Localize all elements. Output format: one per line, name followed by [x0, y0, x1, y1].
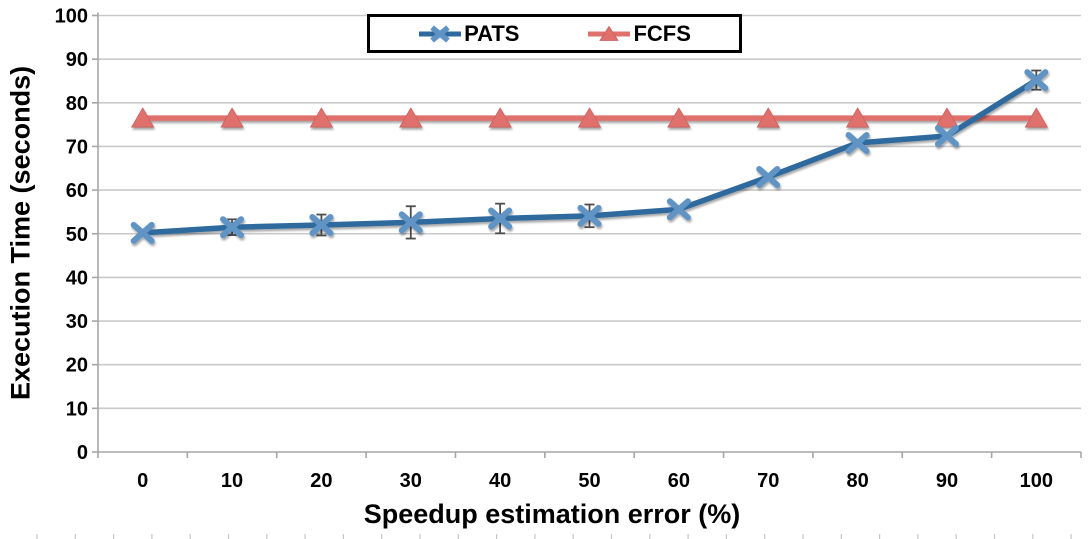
pats-data-point	[1024, 69, 1049, 92]
y-tick-label: 70	[66, 136, 88, 158]
pats-data-point	[488, 207, 513, 230]
pats-data-point	[398, 211, 423, 234]
y-tick-label: 100	[55, 6, 88, 28]
y-tick-label: 60	[66, 180, 88, 202]
x-tick-label: 60	[668, 470, 690, 492]
y-tick-label: 90	[66, 49, 88, 71]
x-tick-label: 50	[578, 470, 600, 492]
legend-item-fcfs: FCFS	[587, 20, 691, 46]
x-axis-title: Speedup estimation error (%)	[363, 499, 741, 529]
y-tick-label: 40	[66, 267, 88, 289]
fcfs-data-point	[756, 107, 780, 128]
legend-item-pats: PATS	[418, 20, 520, 46]
y-tick-label: 80	[66, 93, 88, 115]
x-tick-label: 30	[400, 470, 422, 492]
pats-series	[130, 69, 1049, 244]
x-tick-label: 10	[221, 470, 243, 492]
fcfs-data-point	[220, 107, 244, 128]
legend-label-pats: PATS	[464, 20, 520, 46]
pats-data-point	[845, 131, 870, 154]
x-tick-label: 70	[757, 470, 779, 492]
x-tick-label: 20	[310, 470, 332, 492]
fcfs-data-point	[577, 107, 602, 128]
pats-data-point	[130, 221, 155, 244]
legend: PATS FCFS	[367, 14, 742, 53]
fcfs-series	[130, 107, 1049, 128]
fcfs-data-point	[667, 107, 691, 128]
fcfs-data-point	[845, 107, 870, 128]
fcfs-data-point	[399, 107, 423, 128]
cropped-next-figure-ticks	[36, 534, 1072, 539]
pats-data-point	[577, 204, 602, 227]
y-axis-title: Execution Time (seconds)	[5, 65, 36, 401]
fcfs-data-point	[1024, 107, 1049, 128]
fcfs-data-point	[488, 107, 512, 128]
x-tick-label: 90	[936, 470, 958, 492]
gridlines	[98, 14, 1081, 410]
fcfs-data-point	[130, 107, 155, 128]
pats-data-point	[934, 124, 959, 147]
pats-data-point	[666, 198, 691, 221]
pats-marker-icon	[419, 24, 462, 43]
x-tick-label: 80	[846, 470, 868, 492]
x-tick-label: 100	[1020, 470, 1053, 492]
fcfs-data-point	[309, 107, 334, 128]
y-tick-label: 20	[66, 355, 88, 377]
x-tick-label: 0	[137, 470, 148, 492]
y-tick-label: 10	[66, 398, 88, 420]
y-tick-label: 50	[66, 224, 88, 246]
x-axis-tick-labels: 0 10 20 30 40 50 60 70 80 90 100	[137, 470, 1053, 492]
fcfs-marker-icon	[588, 25, 631, 41]
pats-data-point	[756, 166, 781, 189]
x-tick-label: 40	[489, 470, 511, 492]
legend-label-fcfs: FCFS	[633, 20, 691, 46]
y-tick-label: 30	[66, 311, 88, 333]
pats-data-point	[309, 214, 334, 237]
axes	[92, 12, 1082, 458]
pats-data-point	[220, 216, 245, 239]
y-tick-label: 0	[77, 442, 88, 464]
y-axis-tick-labels: 0 10 20 30 40 50 60 70 80 90 100	[55, 6, 88, 465]
fcfs-data-point	[935, 107, 959, 128]
